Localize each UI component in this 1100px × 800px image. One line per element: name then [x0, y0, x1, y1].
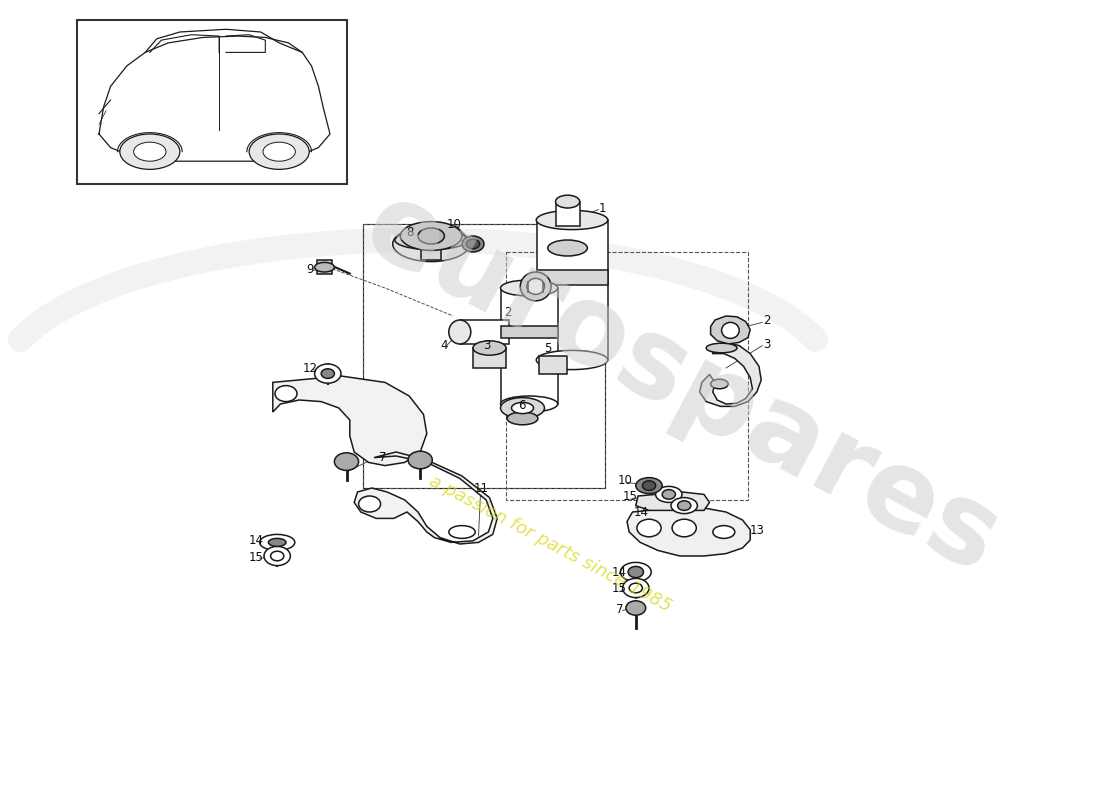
Text: 3: 3 [763, 338, 770, 350]
Ellipse shape [315, 364, 341, 383]
Polygon shape [636, 492, 710, 510]
Ellipse shape [395, 230, 468, 250]
Text: 7: 7 [616, 603, 623, 616]
Ellipse shape [249, 134, 309, 170]
Ellipse shape [556, 195, 580, 208]
Ellipse shape [520, 272, 551, 301]
Text: 14: 14 [612, 566, 627, 579]
Text: 6: 6 [518, 399, 525, 412]
Polygon shape [273, 376, 427, 466]
Ellipse shape [512, 402, 534, 414]
Bar [500, 326, 558, 338]
Bar [537, 270, 608, 285]
Bar [556, 202, 580, 226]
Ellipse shape [260, 534, 295, 550]
Ellipse shape [537, 210, 607, 230]
Circle shape [275, 386, 297, 402]
Text: 2: 2 [505, 306, 512, 318]
Ellipse shape [449, 526, 475, 538]
Text: 11: 11 [473, 482, 488, 494]
Bar [506, 252, 748, 500]
Ellipse shape [713, 526, 735, 538]
Ellipse shape [711, 379, 728, 389]
Ellipse shape [656, 486, 682, 502]
Bar [421, 244, 441, 260]
Circle shape [672, 519, 696, 537]
Text: 14: 14 [249, 534, 264, 547]
Ellipse shape [268, 538, 286, 546]
Ellipse shape [722, 322, 739, 338]
Text: 15: 15 [249, 551, 264, 564]
Text: 5: 5 [544, 342, 551, 354]
Ellipse shape [462, 236, 484, 252]
Ellipse shape [473, 341, 506, 355]
Ellipse shape [662, 490, 675, 499]
Ellipse shape [418, 228, 444, 244]
Text: 7: 7 [379, 451, 386, 464]
Polygon shape [627, 508, 750, 556]
Text: 15: 15 [612, 582, 627, 595]
Text: 10: 10 [617, 474, 632, 487]
Text: 8: 8 [407, 226, 414, 238]
Ellipse shape [393, 226, 470, 262]
Text: 3: 3 [484, 339, 491, 352]
Ellipse shape [321, 369, 334, 378]
Ellipse shape [133, 142, 166, 162]
Ellipse shape [334, 453, 359, 470]
Text: 10: 10 [447, 218, 462, 230]
Text: 2: 2 [763, 314, 770, 327]
Ellipse shape [620, 562, 651, 582]
Bar [500, 288, 558, 404]
Ellipse shape [264, 546, 290, 566]
Ellipse shape [626, 601, 646, 615]
Circle shape [359, 496, 381, 512]
Ellipse shape [628, 566, 643, 578]
Polygon shape [711, 316, 750, 344]
Ellipse shape [537, 350, 607, 370]
Ellipse shape [466, 239, 480, 249]
Ellipse shape [706, 343, 737, 353]
Text: eurospares: eurospares [346, 172, 1018, 596]
Polygon shape [700, 342, 761, 406]
Bar [460, 320, 509, 344]
Ellipse shape [500, 398, 544, 418]
Bar [317, 260, 332, 274]
Text: 12: 12 [302, 362, 318, 374]
Circle shape [637, 519, 661, 537]
Text: 15: 15 [623, 490, 638, 503]
Text: 1: 1 [600, 202, 606, 214]
Ellipse shape [408, 451, 432, 469]
Ellipse shape [671, 498, 697, 514]
Ellipse shape [500, 280, 558, 296]
Ellipse shape [449, 320, 471, 344]
Ellipse shape [500, 396, 558, 412]
Text: a passion for parts since 1985: a passion for parts since 1985 [426, 472, 674, 616]
Text: 9: 9 [307, 263, 314, 276]
Polygon shape [354, 452, 497, 544]
Ellipse shape [636, 478, 662, 494]
Bar [537, 220, 608, 360]
Ellipse shape [120, 134, 180, 170]
Ellipse shape [678, 501, 691, 510]
Ellipse shape [400, 222, 462, 250]
Ellipse shape [548, 240, 587, 256]
Text: 14: 14 [634, 506, 649, 519]
Ellipse shape [271, 551, 284, 561]
Bar [539, 356, 566, 374]
Ellipse shape [642, 481, 656, 490]
Ellipse shape [263, 142, 295, 162]
Bar [363, 224, 605, 488]
Ellipse shape [507, 412, 538, 425]
Text: 13: 13 [749, 524, 764, 537]
Ellipse shape [527, 278, 544, 294]
Circle shape [629, 583, 642, 593]
Bar [77, 20, 346, 184]
Ellipse shape [315, 262, 334, 272]
Bar [363, 224, 605, 488]
Text: 4: 4 [441, 339, 448, 352]
Bar [473, 348, 506, 368]
Ellipse shape [623, 578, 649, 598]
